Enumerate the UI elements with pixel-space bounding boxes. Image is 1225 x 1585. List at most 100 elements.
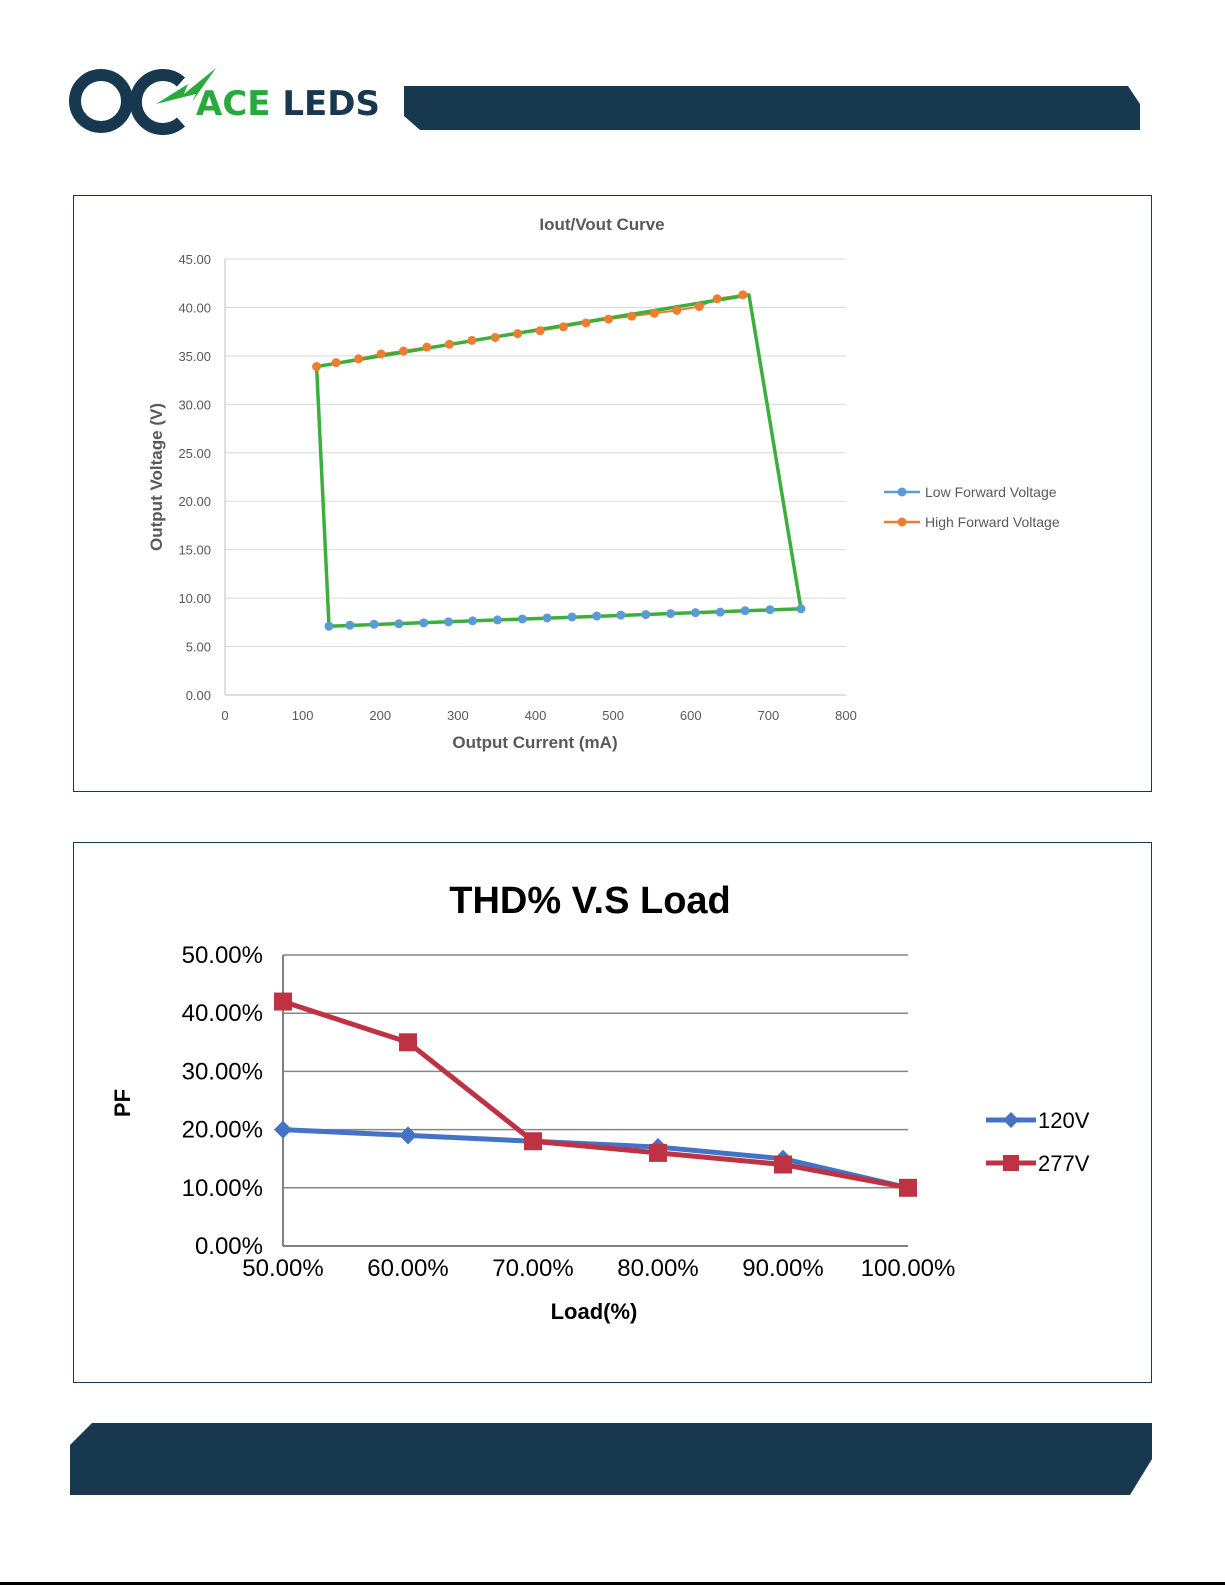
iv-gridlines (225, 258, 846, 648)
iv-high-point (738, 290, 748, 300)
iv-low-point (468, 616, 478, 626)
iv-low-point (394, 619, 404, 629)
iv-x-tick-label: 600 (680, 708, 702, 723)
iv-high-point (376, 349, 386, 359)
iv-high-point (467, 335, 477, 345)
legend-120v-marker (1003, 1112, 1019, 1128)
iv-y-tick-label: 15.00 (178, 543, 211, 558)
iv-high-point (312, 362, 322, 372)
legend-high-marker (897, 517, 907, 527)
thd-load-chart-panel: 0.00% 10.00% 20.00% 30.00% 40.00% 50.00% 50.0… (73, 842, 1152, 1383)
thd-y-tick-label: 10.00% (182, 1175, 263, 1202)
iv-low-point (567, 612, 577, 622)
iv-low-point (444, 617, 454, 627)
iv-high-point (399, 346, 409, 356)
thd-y-tick-label: 20.00% (182, 1117, 263, 1144)
iv-low-point (796, 604, 806, 614)
iv-low-point (666, 609, 676, 619)
iv-high-point (490, 332, 500, 342)
iout-vout-chart-panel: 0.00 5.00 10.00 15.00 20.00 25.00 30.00 35.00 40… (73, 195, 1152, 792)
iv-high-point (354, 354, 364, 364)
thd-y-tick-label: 40.00% (182, 1000, 263, 1027)
iv-high-point (422, 342, 432, 352)
iv-high-point (558, 322, 568, 332)
thd-x-tick-label: 50.00% (242, 1255, 323, 1282)
legend-277v-label: 277V (1038, 1151, 1090, 1176)
iv-low-point (641, 610, 651, 620)
iv-low-point (740, 606, 750, 616)
iv-x-tick-label: 300 (447, 708, 469, 723)
iv-x-tick-label: 400 (525, 708, 547, 723)
iv-low-point (369, 619, 379, 629)
iv-low-point (324, 621, 334, 631)
thd-series-line (282, 1127, 909, 1191)
iv-low-point (492, 615, 502, 625)
iv-y-tick-label: 30.00 (178, 397, 211, 412)
brand-suffix: LEDS (282, 84, 380, 124)
iv-y-tick-label: 5.00 (186, 640, 211, 655)
header-banner (404, 86, 1140, 130)
iv-legend: Low Forward Voltage High Forward Voltage (884, 484, 1060, 530)
thd-legend: 120V 277V (986, 1108, 1090, 1176)
legend-high-label: High Forward Voltage (925, 514, 1060, 530)
thd-load-chart: 0.00% 10.00% 20.00% 30.00% 40.00% 50.00% 50.0… (110, 880, 1090, 1324)
thd-120v-point (399, 1126, 417, 1145)
iv-high-point (331, 358, 341, 368)
thd-120v-point (274, 1120, 292, 1139)
iv-high-point (627, 311, 637, 321)
iv-y-tick-label: 0.00 (186, 688, 211, 703)
iv-y-tick-label: 40.00 (178, 300, 211, 315)
thd-277v-point (774, 1155, 792, 1174)
ac-lightning-logo-icon (69, 68, 216, 135)
iv-x-tick-label: 500 (602, 708, 624, 723)
iv-x-tick-label: 0 (221, 708, 228, 723)
iv-high-point (649, 308, 659, 318)
iv-envelope-line (314, 293, 803, 628)
thd-series-line (282, 999, 909, 1191)
brand-prefix: ACE (196, 84, 271, 124)
thd-x-tick-label: 60.00% (367, 1255, 448, 1282)
thd-277v-point (399, 1033, 417, 1052)
iv-low-point (542, 613, 552, 623)
iv-high-point (513, 329, 523, 339)
iv-low-point (419, 618, 429, 628)
thd-chart-title: THD% V.S Load (449, 880, 731, 922)
iv-low-point (517, 614, 527, 624)
thd-y-tick-label: 0.00% (195, 1233, 263, 1260)
iv-y-tick-label: 10.00 (178, 591, 211, 606)
thd-x-tick-label: 100.00% (861, 1255, 956, 1282)
iv-x-tick-label: 700 (758, 708, 780, 723)
iv-low-point (690, 608, 700, 618)
iv-y-tick-label: 35.00 (178, 349, 211, 364)
iv-high-point (603, 314, 613, 324)
iout-vout-chart: 0.00 5.00 10.00 15.00 20.00 25.00 30.00 35.00 40… (147, 215, 1060, 752)
iv-y-tick-label: 45.00 (178, 252, 211, 267)
thd-277v-point (524, 1132, 542, 1151)
iv-low-point (345, 620, 355, 630)
legend-120v-label: 120V (1038, 1108, 1090, 1133)
thd-277v-point (899, 1178, 917, 1197)
iv-x-tick-label: 100 (292, 708, 314, 723)
thd-x-tick-label: 90.00% (742, 1255, 823, 1282)
legend-low-label: Low Forward Voltage (925, 484, 1057, 500)
iv-high-point (672, 305, 682, 315)
thd-277v-point (649, 1143, 667, 1162)
legend-277v-marker (1003, 1155, 1019, 1171)
legend-low-marker (897, 487, 907, 497)
brand-name: ACE LEDS (196, 84, 380, 124)
thd-y-tick-label: 30.00% (182, 1058, 263, 1085)
thd-x-tick-label: 80.00% (617, 1255, 698, 1282)
thd-y-axis-label: PF (110, 1089, 135, 1117)
iv-x-tick-label: 800 (835, 708, 857, 723)
iv-x-tick-label: 200 (369, 708, 391, 723)
iv-y-tick-label: 20.00 (178, 494, 211, 509)
iv-high-point (694, 301, 704, 311)
iv-x-axis-label: Output Current (mA) (452, 733, 617, 752)
iv-y-axis-label: Output Voltage (V) (147, 403, 166, 551)
iv-high-point (581, 318, 591, 328)
thd-277v-point (274, 992, 292, 1011)
page-bottom-rule (0, 1582, 1225, 1585)
iv-high-point (712, 294, 722, 304)
iv-low-point (592, 611, 602, 621)
iv-low-point (765, 605, 775, 615)
